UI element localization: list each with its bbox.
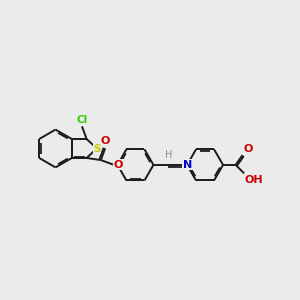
Text: O: O	[243, 144, 253, 154]
Text: H: H	[165, 150, 172, 160]
Text: O: O	[114, 160, 123, 170]
Text: O: O	[101, 136, 110, 146]
Text: N: N	[183, 160, 192, 170]
Text: OH: OH	[245, 175, 263, 184]
Text: S: S	[93, 143, 101, 154]
Text: Cl: Cl	[76, 115, 88, 125]
